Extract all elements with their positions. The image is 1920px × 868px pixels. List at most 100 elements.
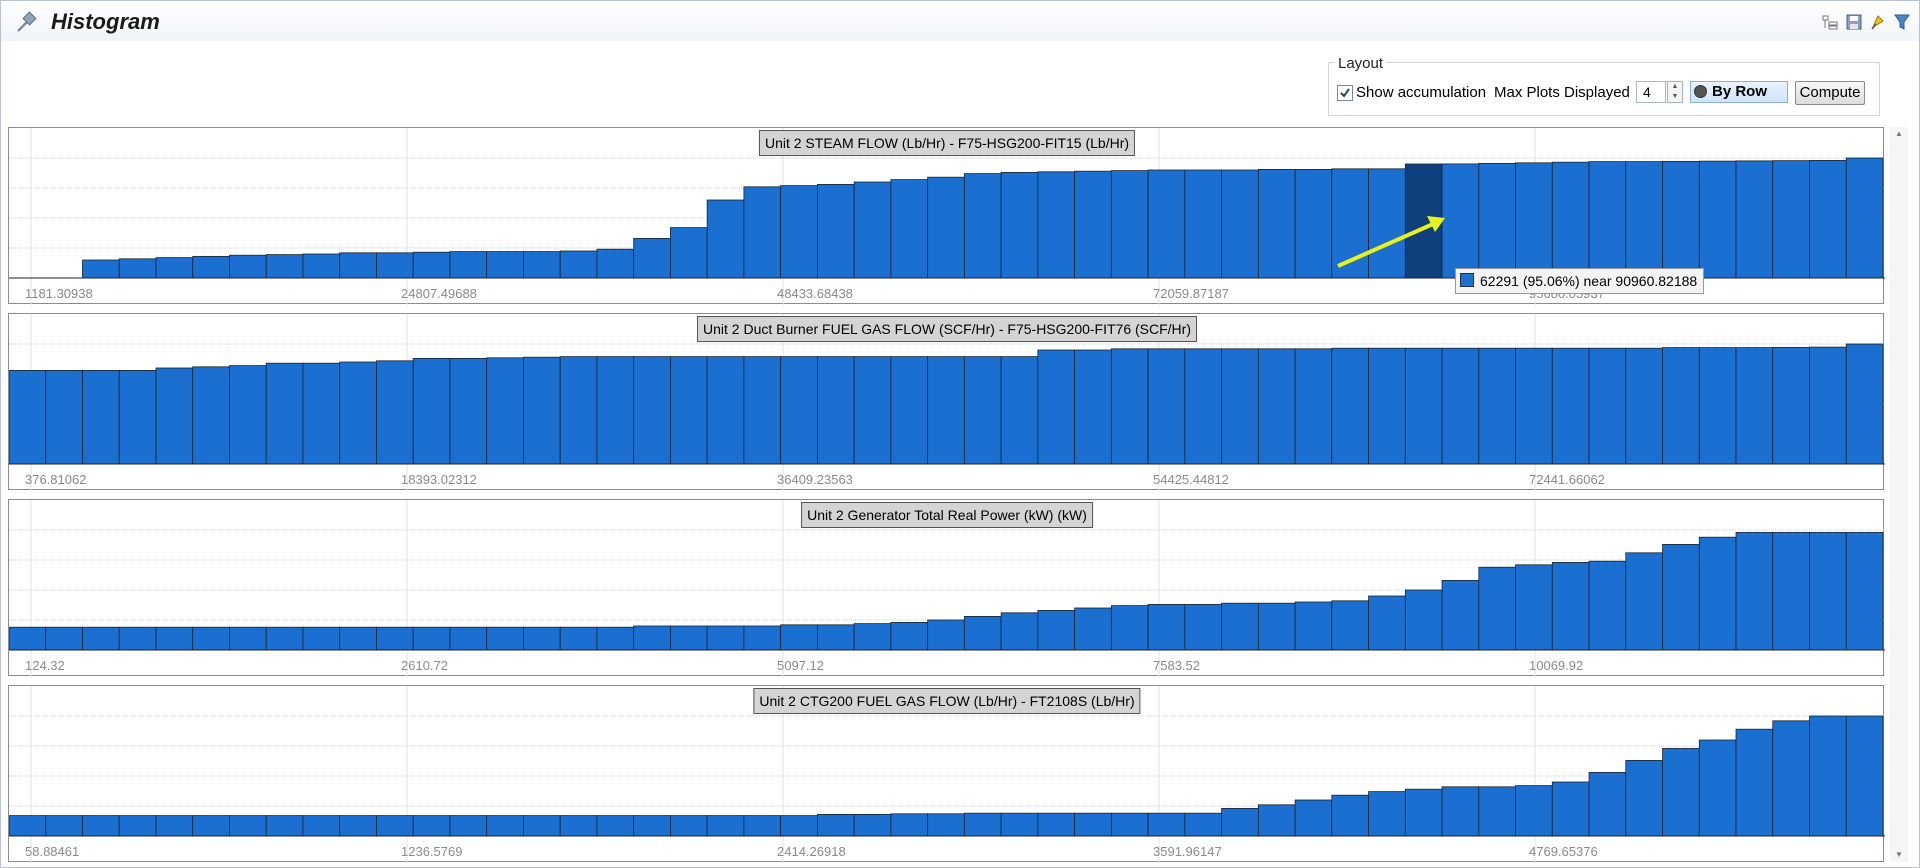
max-plots-spinner[interactable]: ▲ ▼ — [1667, 81, 1683, 103]
histogram-bar[interactable] — [743, 815, 782, 837]
histogram-bar[interactable] — [927, 813, 965, 837]
histogram-bar[interactable] — [1221, 808, 1259, 837]
histogram-bar[interactable] — [1257, 348, 1296, 465]
histogram-bar[interactable] — [1515, 162, 1553, 279]
histogram-bar[interactable] — [1515, 785, 1553, 837]
histogram-bar[interactable] — [229, 365, 267, 465]
histogram-bar[interactable] — [1478, 786, 1516, 837]
histogram-bar[interactable] — [1037, 349, 1076, 465]
histogram-bar[interactable] — [82, 259, 120, 279]
histogram-bar[interactable] — [853, 181, 892, 279]
histogram-bar[interactable] — [1551, 347, 1590, 465]
histogram-bar[interactable] — [670, 815, 708, 837]
histogram-bar[interactable] — [1698, 347, 1737, 465]
histogram-bar[interactable] — [486, 251, 524, 279]
histogram-bar[interactable] — [1809, 160, 1847, 279]
histogram-bar[interactable] — [339, 252, 377, 279]
histogram-bar[interactable] — [559, 815, 598, 837]
histogram-bar[interactable] — [596, 815, 635, 837]
histogram-bar[interactable] — [1074, 349, 1112, 465]
histogram-bar[interactable] — [1221, 169, 1259, 279]
histogram-bar[interactable] — [302, 626, 341, 651]
histogram-bar[interactable] — [339, 626, 377, 651]
histogram-bar[interactable] — [927, 619, 965, 651]
histogram-bar[interactable] — [1184, 348, 1222, 465]
histogram-bar[interactable] — [743, 625, 782, 651]
histogram-bar[interactable] — [1147, 604, 1186, 651]
histogram-bar[interactable] — [265, 362, 304, 465]
histogram-bar[interactable] — [633, 356, 671, 465]
histogram-bar[interactable] — [376, 252, 414, 279]
histogram-bar[interactable] — [780, 815, 818, 837]
histogram-bar[interactable] — [1037, 812, 1076, 837]
histogram-bar[interactable] — [1515, 347, 1553, 465]
filter-icon[interactable] — [1893, 13, 1911, 31]
histogram-bar[interactable] — [412, 815, 451, 837]
histogram-bar[interactable] — [1221, 348, 1259, 465]
histogram-bar[interactable] — [1845, 343, 1884, 465]
histogram-bar[interactable] — [155, 626, 194, 651]
histogram-bar[interactable] — [1809, 715, 1847, 837]
histogram-bar[interactable] — [1110, 812, 1149, 837]
histogram-bar[interactable] — [780, 185, 818, 279]
histogram-bar[interactable] — [816, 184, 855, 279]
histogram-bar[interactable] — [1331, 600, 1369, 651]
histogram-bar[interactable] — [265, 815, 304, 837]
histogram-bar[interactable] — [1478, 163, 1516, 279]
histogram-bar[interactable] — [927, 176, 965, 279]
histogram-bar[interactable] — [412, 251, 451, 279]
histogram-bar[interactable] — [1037, 610, 1076, 651]
histogram-bar[interactable] — [780, 356, 818, 465]
histogram-bar[interactable] — [1515, 564, 1553, 651]
histogram-bar[interactable] — [559, 626, 598, 651]
histogram-bar[interactable] — [229, 626, 267, 651]
histogram-bar[interactable] — [1735, 160, 1774, 279]
histogram-bar[interactable] — [816, 356, 855, 465]
show-accumulation-checkbox[interactable] — [1337, 85, 1353, 101]
histogram-bar[interactable] — [1184, 812, 1222, 837]
histogram-bar[interactable] — [376, 626, 414, 651]
histogram-bar[interactable] — [1698, 536, 1737, 651]
histogram-bar[interactable] — [1147, 169, 1186, 279]
histogram-bar[interactable] — [1000, 612, 1039, 651]
histogram-bar[interactable] — [1110, 170, 1149, 279]
histogram-bar[interactable] — [1000, 812, 1039, 837]
histogram-bar[interactable] — [523, 356, 561, 465]
histogram-bar[interactable] — [82, 815, 120, 837]
histogram-bar[interactable] — [449, 815, 488, 837]
histogram-bar[interactable] — [486, 815, 524, 837]
histogram-bar[interactable] — [1809, 346, 1847, 465]
histogram-bar[interactable] — [229, 815, 267, 837]
compute-button[interactable]: Compute — [1795, 81, 1865, 105]
histogram-bar[interactable] — [486, 626, 524, 651]
histogram-bar[interactable] — [1698, 160, 1737, 279]
histogram-bar[interactable] — [192, 626, 230, 651]
save-icon[interactable] — [1845, 13, 1863, 31]
histogram-bar[interactable] — [1588, 161, 1627, 279]
histogram-bar[interactable] — [1441, 786, 1480, 837]
histogram-bar[interactable] — [1294, 348, 1333, 465]
scroll-up-icon[interactable]: ▲ — [1895, 129, 1903, 138]
histogram-bar[interactable] — [9, 626, 47, 651]
histogram-bar[interactable] — [633, 625, 671, 651]
histogram-bar[interactable] — [963, 173, 1002, 279]
histogram-bar[interactable] — [155, 367, 194, 465]
histogram-bar[interactable] — [559, 250, 598, 279]
histogram-bar[interactable] — [302, 815, 341, 837]
histogram-bar[interactable] — [229, 254, 267, 279]
histogram-bar[interactable] — [1221, 602, 1259, 651]
histogram-bar[interactable] — [302, 362, 341, 465]
histogram-bar[interactable] — [596, 248, 635, 279]
histogram-bar[interactable] — [1845, 532, 1884, 651]
vertical-scrollbar[interactable]: ▲ ▼ — [1890, 127, 1908, 862]
histogram-bar[interactable] — [1331, 794, 1369, 837]
histogram-bar[interactable] — [596, 626, 635, 651]
histogram-bar[interactable] — [596, 356, 635, 465]
histogram-bar[interactable] — [890, 813, 929, 837]
histogram-bar[interactable] — [559, 356, 598, 465]
histogram-bar[interactable] — [890, 356, 929, 465]
histogram-bar[interactable] — [1772, 720, 1810, 837]
histogram-bar[interactable] — [265, 254, 304, 279]
histogram-bar[interactable] — [706, 625, 745, 651]
histogram-bar[interactable] — [1772, 160, 1810, 279]
